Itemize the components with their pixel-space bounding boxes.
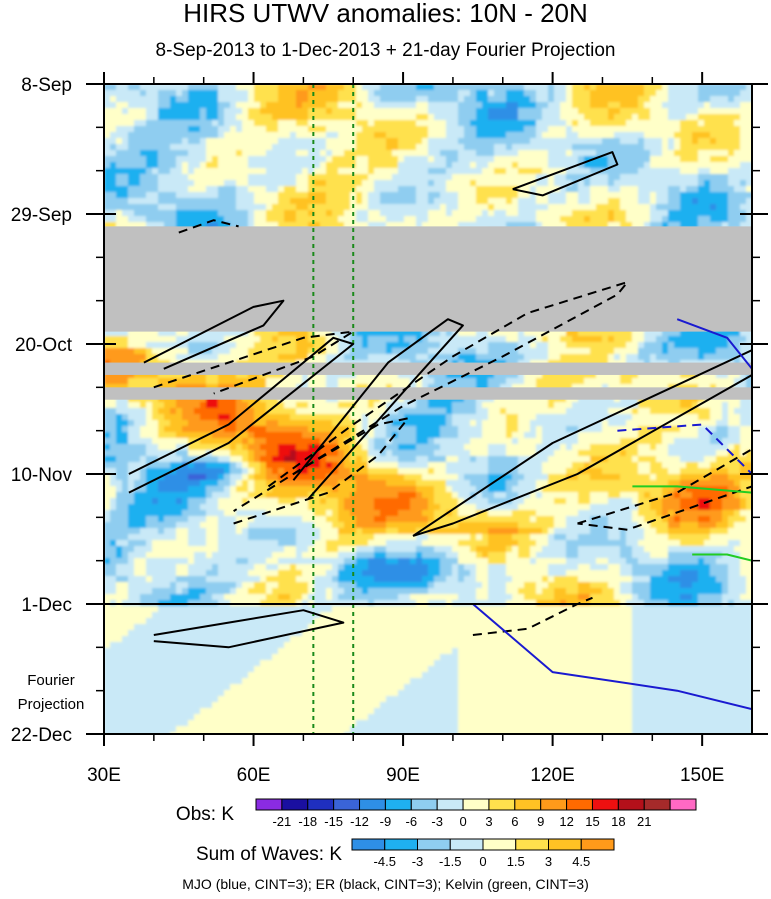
missing-band	[104, 226, 752, 332]
obs-colorbar-swatch	[566, 798, 593, 811]
waves-colorbar-swatch	[482, 838, 517, 851]
y-tick-label: 29-Sep	[11, 205, 72, 226]
x-tick-label: 30E	[87, 765, 121, 786]
er-contour	[153, 330, 355, 395]
mjo-contour	[676, 318, 752, 370]
axes: 8-Sep 29-Sep 20-Oct 10-Nov 1-Dec 22-Dec 30E 60E…	[11, 72, 768, 786]
obs-colorbar-swatch	[643, 798, 671, 811]
er-contour	[128, 336, 355, 494]
obs-colorbar-level: -6	[406, 814, 418, 829]
obs-colorbar-swatch	[255, 798, 283, 811]
er-contour	[412, 349, 752, 537]
obs-colorbar-swatch	[410, 798, 438, 811]
obs-colorbar-swatch	[617, 798, 645, 811]
y-tick-label: 10-Nov	[11, 465, 73, 486]
obs-colorbar-swatch	[462, 798, 490, 811]
y-tick-label: 1-Dec	[21, 595, 72, 616]
waves-colorbar-level: 3	[545, 854, 552, 869]
obs-colorbar-level: 3	[485, 814, 492, 829]
obs-colorbar-level: 9	[537, 814, 544, 829]
y-tick-label: 8-Sep	[21, 75, 72, 96]
obs-colorbar-swatch	[436, 798, 464, 811]
waves-colorbar-swatch	[417, 838, 451, 851]
x-tick-label: 150E	[680, 765, 724, 786]
waves-colorbar-level: -1.5	[439, 854, 461, 869]
waves-colorbar-level: 0	[479, 854, 486, 869]
er-contour	[153, 609, 345, 649]
waves-colorbar-level: -4.5	[374, 854, 396, 869]
projection-label: Fourier	[27, 672, 75, 689]
kelvin-contour	[632, 485, 752, 494]
obs-colorbar-level: -9	[380, 814, 392, 829]
obs-colorbar-swatch	[307, 798, 335, 811]
waves-colorbar-swatch	[548, 838, 582, 851]
obs-colorbar-swatch	[281, 798, 309, 811]
obs-colorbar-swatch	[384, 798, 412, 811]
y-tick-label: 22-Dec	[11, 725, 72, 746]
obs-colorbar-swatch	[514, 798, 542, 811]
waves-colorbar-swatch	[351, 838, 386, 851]
waves-colorbar-swatch	[449, 838, 484, 851]
x-tick-label: 120E	[530, 765, 574, 786]
waves-colorbar-label: Sum of Waves: K	[196, 844, 342, 865]
wave-contours	[128, 151, 752, 711]
contour-legend: MJO (blue, CINT=3); ER (black, CINT=3); …	[182, 876, 589, 892]
waves-colorbar-swatch	[580, 838, 615, 851]
waves-colorbar-swatch	[515, 838, 549, 851]
waves-colorbar-level: -3	[412, 854, 424, 869]
obs-colorbar-swatch	[669, 798, 697, 811]
waves-colorbar-level: 1.5	[507, 854, 525, 869]
obs-colorbar-level: 18	[611, 814, 625, 829]
obs-colorbar-label: Obs: K	[176, 804, 234, 825]
er-contour	[178, 219, 239, 234]
y-tick-label: 20-Oct	[15, 335, 73, 356]
waves-colorbar-level: 4.5	[572, 854, 590, 869]
missing-data-bands	[104, 226, 752, 400]
obs-colorbar-swatch	[540, 798, 568, 811]
obs-colorbar-level: -15	[324, 814, 343, 829]
mjo-contour	[472, 603, 752, 711]
obs-colorbar-level: 15	[585, 814, 599, 829]
obs-colorbar-swatch	[359, 798, 386, 811]
chart-subtitle: 8-Sep-2013 to 1-Dec-2013 + 21-day Fourie…	[155, 40, 616, 61]
mjo-contour	[617, 423, 752, 530]
missing-band	[104, 362, 752, 375]
obs-colorbar-level: -3	[431, 814, 443, 829]
er-contour	[143, 299, 285, 370]
obs-colorbar-level: 0	[459, 814, 466, 829]
chart-title: HIRS UTWV anomalies: 10N - 20N	[183, 0, 588, 28]
obs-colorbar-level: 6	[511, 814, 518, 829]
obs-colorbar-swatch	[591, 798, 619, 811]
obs-colorbar-level: -21	[272, 814, 291, 829]
anomaly-field	[104, 84, 752, 734]
plot-frame	[86, 83, 768, 735]
waves-colorbar-swatch	[384, 838, 418, 851]
er-contour	[292, 318, 464, 500]
projection-label: Projection	[18, 696, 85, 713]
x-tick-label: 90E	[386, 765, 420, 786]
er-contour	[472, 596, 593, 636]
x-tick-label: 60E	[237, 765, 271, 786]
kelvin-contour	[692, 553, 752, 562]
obs-colorbar-level: 12	[559, 814, 573, 829]
er-contour	[512, 151, 619, 197]
obs-colorbar-level: -12	[350, 814, 369, 829]
obs-colorbar-swatch	[333, 798, 361, 811]
colorbars: -21 -18 -15 -12 -9 -6 -3 0 3 6 9 12 15 18 21 Obs: K -4.5…	[176, 798, 697, 869]
er-contour	[267, 281, 629, 488]
obs-colorbar-level: 21	[637, 814, 651, 829]
plot-border	[103, 83, 753, 735]
obs-colorbar-swatch	[488, 798, 516, 811]
er-contour	[577, 448, 752, 531]
obs-colorbar-level: -18	[298, 814, 317, 829]
